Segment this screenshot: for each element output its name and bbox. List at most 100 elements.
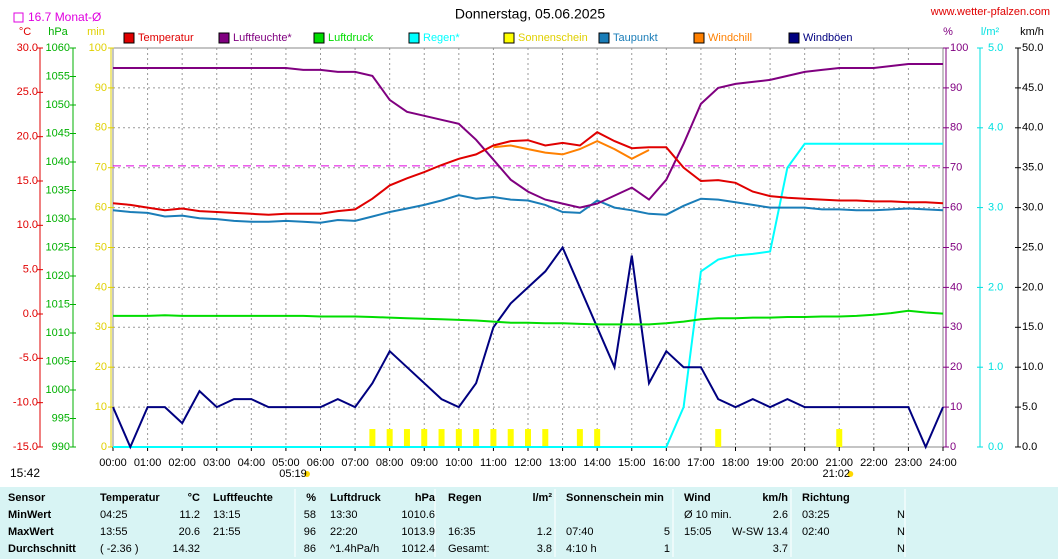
legend-label: Temperatur — [138, 32, 194, 44]
x-tick-label: 03:00 — [203, 457, 231, 469]
y-tick-label: 50 — [95, 241, 107, 253]
y-tick-label: 90 — [95, 82, 107, 94]
chart-bg — [0, 0, 1058, 487]
series-line — [113, 63, 943, 209]
legend-label: Windchill — [708, 32, 752, 44]
table-cell: MaxWert — [8, 526, 54, 538]
table-cell: 96 — [304, 526, 316, 538]
table-cell: 58 — [304, 509, 316, 521]
table-cell: Luftfeuchte — [213, 492, 273, 504]
table-cell: 15:05 — [684, 526, 712, 538]
legend-swatch — [408, 32, 420, 44]
table-cell: 13:15 — [213, 509, 241, 521]
y-tick-label: 1.0 — [988, 361, 1003, 373]
legend-label: Regen* — [423, 32, 460, 44]
table-cell: Wind — [684, 492, 711, 504]
y-tick-label: 40 — [95, 281, 107, 293]
table-cell: 86 — [304, 543, 316, 555]
legend-swatch — [503, 32, 515, 44]
table-cell: Sensor — [8, 492, 46, 504]
y-tick-label: 5.0 — [1022, 401, 1037, 413]
y-tick-label: 60 — [950, 202, 962, 214]
table-cell: 3.8 — [537, 543, 552, 555]
table-cell: Durchschnitt — [8, 543, 76, 555]
y-tick-label: 80 — [95, 122, 107, 134]
y-tick-label: 1060 — [46, 42, 70, 54]
y-tick-label: 1045 — [46, 127, 70, 139]
y-tick-label: 80 — [950, 122, 962, 134]
table-cell: 13:55 — [100, 526, 128, 538]
y-tick-label: 15.0 — [17, 175, 38, 187]
legend-label: Taupunkt — [613, 32, 658, 44]
y-tick-label: 25.0 — [1022, 241, 1043, 253]
y-tick-label: 100 — [950, 42, 968, 54]
legend-swatch — [218, 32, 230, 44]
sun-bar — [576, 429, 583, 447]
table-cell: km/h — [762, 492, 788, 504]
x-tick-label: 00:00 — [99, 457, 127, 469]
legend-label: Luftdruck — [328, 32, 374, 44]
table-cell: 2.6 — [773, 509, 788, 521]
table-cell: N — [897, 526, 905, 538]
legend-label: Windböen — [803, 32, 853, 44]
table-cell: 16:35 — [448, 526, 476, 538]
table-cell: N — [897, 509, 905, 521]
y-tick-label: 50.0 — [1022, 42, 1043, 54]
y-tick-label: 0.0 — [988, 441, 1003, 453]
sunrise-marker — [303, 471, 310, 477]
y-tick-label: 90 — [950, 82, 962, 94]
sun-bar — [438, 429, 445, 447]
x-tick-label: 20:00 — [791, 457, 819, 469]
y-tick-label: 10 — [95, 401, 107, 413]
x-tick-label: 23:00 — [895, 457, 923, 469]
update-time: 15:42 — [10, 466, 40, 480]
sunset-marker — [847, 471, 854, 477]
table-cell: ^1.4hPa/h — [330, 543, 379, 555]
y-tick-label: 0.0 — [23, 308, 38, 320]
sun-bar — [836, 429, 843, 447]
table-cell: 03:25 — [802, 509, 830, 521]
x-tick-label: 09:00 — [410, 457, 438, 469]
y-tick-label: 995 — [52, 412, 70, 424]
y-tick-label: 60 — [95, 202, 107, 214]
x-tick-label: 05:00 — [272, 457, 300, 469]
y-tick-label: 1025 — [46, 241, 70, 253]
chart-title: Donnerstag, 05.06.2025 — [455, 6, 605, 22]
y-tick-label: 4.0 — [988, 122, 1003, 134]
axis-label: °C — [19, 26, 31, 38]
sun-bar — [715, 429, 722, 447]
y-tick-label: 1055 — [46, 70, 70, 82]
series-line — [112, 131, 944, 216]
table-cell: Gesamt: — [448, 543, 490, 555]
y-tick-label: 2.0 — [988, 281, 1003, 293]
y-tick-label: -10.0 — [13, 397, 38, 409]
y-tick-label: 40 — [950, 281, 962, 293]
y-tick-label: 70 — [950, 162, 962, 174]
table-cell: 11.2 — [179, 509, 200, 521]
y-tick-label: -15.0 — [13, 441, 38, 453]
x-tick-label: 12:00 — [514, 457, 542, 469]
sun-bar — [386, 429, 393, 447]
series-line — [113, 309, 944, 326]
table-cell: Ø 10 min. — [684, 509, 732, 521]
x-tick-label: 07:00 — [341, 457, 369, 469]
x-tick-label: 08:00 — [376, 457, 404, 469]
y-tick-label: 100 — [89, 42, 107, 54]
x-tick-label: 02:00 — [168, 457, 196, 469]
sun-bar — [594, 429, 601, 447]
legend-swatch — [123, 32, 135, 44]
y-tick-label: 30 — [95, 321, 107, 333]
y-tick-label: 50 — [950, 241, 962, 253]
table-cell: °C — [188, 492, 200, 504]
axis-label: hPa — [48, 26, 68, 38]
y-tick-label: 1000 — [46, 384, 70, 396]
y-tick-label: 1035 — [46, 184, 70, 196]
series-line — [112, 194, 944, 224]
table-cell: 1.2 — [537, 526, 552, 538]
y-tick-label: 0 — [101, 441, 107, 453]
y-tick-label: 30 — [950, 321, 962, 333]
y-tick-label: 10 — [950, 401, 962, 413]
table-cell: ( -2.36 ) — [100, 543, 139, 555]
sun-bar — [455, 429, 462, 447]
